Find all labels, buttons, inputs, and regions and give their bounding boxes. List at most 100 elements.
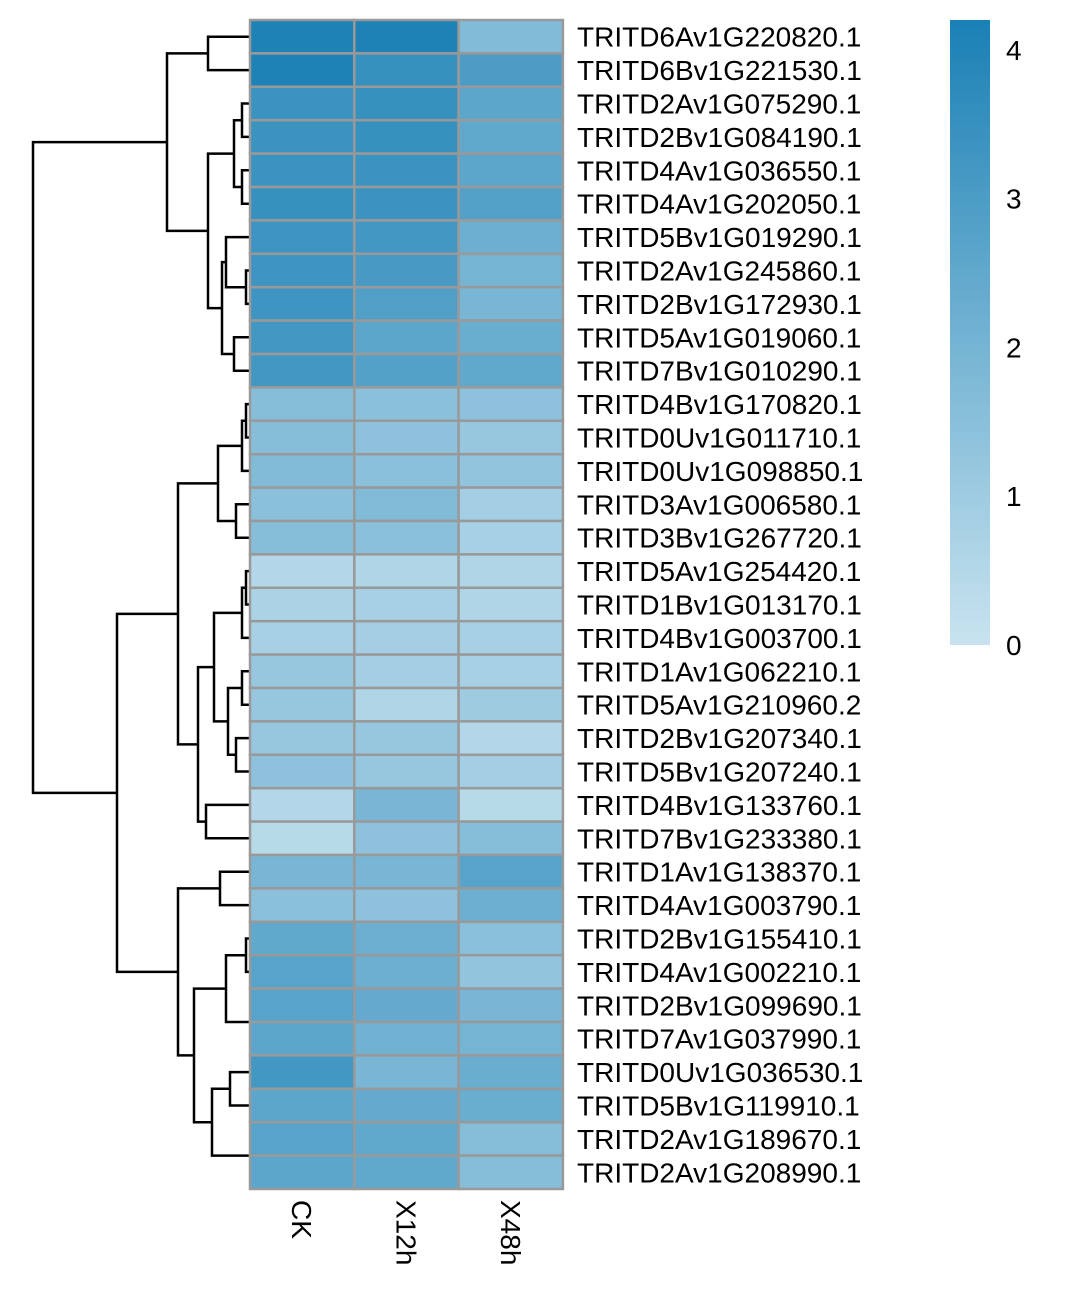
heatmap-cell [248,1087,356,1124]
heatmap-cell [353,352,460,389]
heatmap-cell [353,18,460,55]
heatmap-cell [248,953,356,990]
heatmap-cell [248,753,356,790]
legend-tick-label: 4 [1006,35,1022,66]
heatmap-cell [248,1120,356,1157]
color-legend: 0 1 2 3 4 [950,20,1022,661]
row-dendrogram [31,35,266,1174]
row-label: TRITD4Av1G002210.1 [577,957,861,988]
heatmap-cell [353,285,460,322]
heatmap-cell [248,386,356,423]
heatmap-cell [248,1154,356,1191]
heatmap-cell [457,85,565,122]
row-label: TRITD7Av1G037990.1 [577,1024,861,1055]
row-label: TRITD5Av1G019060.1 [577,322,861,353]
row-labels: TRITD6Av1G220820.1TRITD6Bv1G221530.1TRIT… [577,22,863,1189]
heatmap-cell [353,753,460,790]
heatmap-cell [457,285,565,322]
heatmap-cell [353,1087,460,1124]
heatmap-cell [353,486,460,523]
dendrogram-branch [192,987,226,1124]
heatmap-cell [353,619,460,656]
column-label: X48h [495,1200,526,1265]
heatmap-cell [353,987,460,1024]
heatmap-cell [248,720,356,757]
row-label: TRITD0Uv1G036530.1 [577,1057,863,1088]
heatmap-cell [353,953,460,990]
heatmap-cell [457,686,565,723]
dendrogram-branch [234,503,250,539]
heatmap-cell [353,887,460,924]
heatmap-cell [248,419,356,456]
heatmap-cell [457,185,565,222]
heatmap-cell [353,452,460,489]
row-label: TRITD5Bv1G119910.1 [577,1091,860,1122]
heatmap-cell [457,1120,565,1157]
dendrogram-branch [176,887,220,1057]
row-label: TRITD4Bv1G133760.1 [577,790,862,821]
heatmap-cell [457,720,565,757]
heatmap-cell [248,352,356,389]
row-label: TRITD1Bv1G013170.1 [577,590,862,621]
heatmap-cell [353,586,460,623]
heatmap-cell [248,553,356,590]
row-label: TRITD1Av1G138370.1 [577,857,861,888]
heatmap-cell [353,152,460,189]
column-labels: CK X12h X48h [286,1200,526,1265]
legend-color-bar [950,20,990,645]
heatmap-cell [457,920,565,957]
heatmap-cell [457,1020,565,1057]
row-label: TRITD3Av1G006580.1 [577,489,861,520]
heatmap-cell [248,987,356,1024]
heatmap-cell [353,519,460,556]
heatmap-cell [248,52,356,89]
heatmap-cell [353,1154,460,1191]
heatmap-cell [248,686,356,723]
heatmap-cell [353,1120,460,1157]
heatmap-cell [353,653,460,690]
heatmap-cell [457,953,565,990]
row-label: TRITD2Bv1G084190.1 [577,122,862,153]
dendrogram-branch [31,140,167,795]
heatmap-cell [248,1020,356,1057]
heatmap-cell [457,219,565,256]
dendrogram-branch [206,35,250,72]
dendrogram-branch [165,52,208,233]
heatmap-cell [457,419,565,456]
row-label: TRITD2Bv1G172930.1 [577,289,862,320]
heatmap-cell [353,1020,460,1057]
legend-tick-label: 1 [1006,481,1022,512]
heatmap-cell [248,219,356,256]
heatmap-cell [353,686,460,723]
row-label: TRITD2Av1G189670.1 [577,1124,861,1155]
heatmap-cell [248,887,356,924]
heatmap-cell [353,252,460,289]
row-label: TRITD6Bv1G221530.1 [577,55,862,86]
heatmap-cell [353,720,460,757]
heatmap-cell [248,653,356,690]
heatmap-cell [353,185,460,222]
heatmap-cell [457,52,565,89]
row-label: TRITD5Bv1G207240.1 [577,757,862,788]
column-label: CK [286,1200,317,1239]
heatmap-cell [457,619,565,656]
legend-tick-label: 0 [1006,630,1022,661]
row-label: TRITD0Uv1G098850.1 [577,456,863,487]
heatmap-cell [457,820,565,857]
heatmap-cell [353,386,460,423]
heatmap-cell [457,152,565,189]
heatmap-cell [457,386,565,423]
dendrogram-branch [220,260,234,356]
row-label: TRITD4Av1G202050.1 [577,189,861,220]
heatmap-cell [248,820,356,857]
row-label: TRITD5Bv1G019290.1 [577,222,862,253]
row-label: TRITD5Av1G254420.1 [577,556,861,587]
heatmap-cell [353,553,460,590]
heatmap-cell [457,853,565,890]
row-label: TRITD2Av1G075290.1 [577,89,861,120]
heatmap-cell [457,987,565,1024]
heatmap-cell [248,519,356,556]
heatmap-cell [248,486,356,523]
heatmap-cell [248,853,356,890]
heatmap-cell [353,920,460,957]
